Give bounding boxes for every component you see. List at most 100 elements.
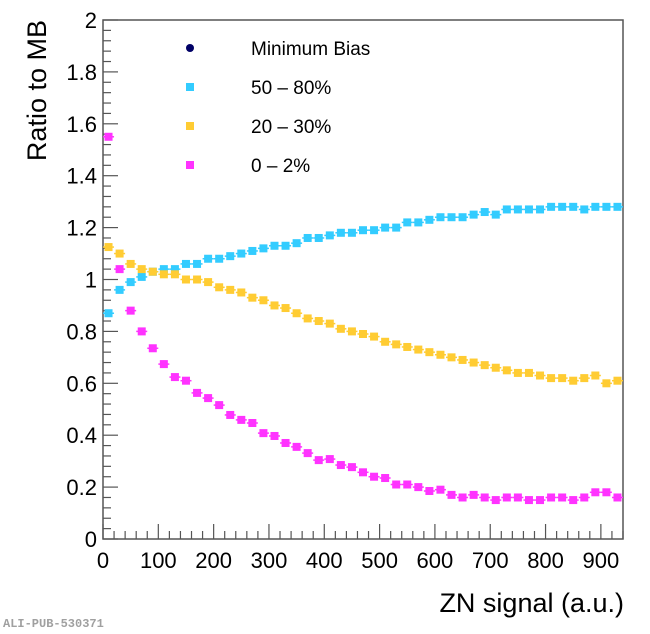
data-point — [148, 267, 157, 276]
data-point — [613, 493, 622, 502]
data-point — [414, 483, 423, 492]
data-point — [469, 490, 478, 499]
data-point — [491, 496, 500, 505]
legend-marker-circle — [186, 44, 194, 52]
data-point — [270, 431, 279, 440]
x-tick-label: 400 — [306, 548, 343, 573]
y-tick-label: 2 — [85, 8, 97, 33]
data-point — [392, 223, 401, 232]
data-point — [259, 429, 268, 438]
data-point — [115, 265, 124, 274]
x-tick-label: 0 — [97, 548, 109, 573]
x-tick-label: 300 — [251, 548, 288, 573]
data-point — [425, 215, 434, 224]
data-point — [392, 340, 401, 349]
data-point — [126, 306, 135, 315]
data-point — [170, 373, 179, 382]
data-point — [491, 363, 500, 372]
y-tick-label: 0.4 — [66, 423, 97, 448]
data-point — [613, 202, 622, 211]
data-point — [558, 202, 567, 211]
data-point — [259, 244, 268, 253]
data-point — [480, 208, 489, 217]
data-point — [580, 493, 589, 502]
data-point — [193, 388, 202, 397]
data-point — [569, 376, 578, 385]
x-tick-label: 800 — [527, 548, 564, 573]
data-points — [103, 132, 623, 505]
data-point — [181, 259, 190, 268]
data-point — [226, 410, 235, 419]
data-point — [381, 337, 390, 346]
data-point — [513, 205, 522, 214]
data-point — [104, 132, 113, 141]
data-point — [292, 239, 301, 248]
data-point — [126, 259, 135, 268]
data-point — [126, 278, 135, 287]
y-tick-label: 0.8 — [66, 319, 97, 344]
data-point — [314, 317, 323, 326]
data-point — [370, 332, 379, 341]
x-tick-label: 200 — [195, 548, 232, 573]
data-point — [325, 455, 334, 464]
legend-label: 20 – 30% — [251, 117, 331, 138]
data-point — [370, 472, 379, 481]
data-point — [359, 468, 367, 477]
y-tick-label: 0.2 — [66, 475, 97, 500]
x-tick-label: 900 — [583, 548, 620, 573]
data-point — [469, 210, 478, 219]
data-point — [613, 376, 622, 385]
data-point — [248, 246, 257, 255]
x-tick-label: 500 — [361, 548, 398, 573]
data-point — [513, 493, 522, 502]
data-point — [403, 480, 412, 489]
legend-marker-square — [186, 122, 194, 130]
data-point — [536, 371, 545, 380]
legend-marker-square — [186, 161, 194, 169]
data-point — [569, 496, 578, 505]
data-point — [536, 205, 545, 214]
data-point — [447, 213, 456, 222]
data-point — [204, 278, 213, 287]
data-point — [502, 493, 511, 502]
data-point — [137, 272, 146, 281]
data-point — [115, 285, 124, 294]
data-point — [436, 213, 445, 222]
data-point — [591, 371, 600, 380]
y-tick-label: 1.6 — [66, 112, 97, 137]
data-point — [347, 327, 356, 336]
data-point — [226, 285, 235, 294]
data-point — [181, 376, 190, 385]
data-point — [281, 438, 290, 447]
data-point — [170, 270, 179, 279]
data-point — [425, 486, 434, 495]
legend-label: 0 – 2% — [251, 156, 310, 177]
data-point — [392, 480, 401, 489]
legend-label: Minimum Bias — [251, 39, 370, 60]
data-point — [547, 374, 556, 383]
data-point — [137, 265, 146, 274]
x-axis-title: ZN signal (a.u.) — [439, 588, 624, 618]
data-point — [215, 401, 224, 410]
data-point — [270, 301, 279, 310]
legend-label: 50 – 80% — [251, 78, 331, 99]
data-point — [314, 233, 323, 242]
data-point — [480, 361, 489, 370]
data-point — [325, 319, 334, 328]
data-point — [447, 353, 456, 362]
data-point — [591, 488, 600, 497]
y-tick-label: 0.6 — [66, 371, 97, 396]
data-point — [204, 254, 213, 263]
data-point — [347, 228, 356, 237]
tick-labels: 0 0.2 0.4 0.6 0.8 1 1.2 1.4 1.6 1.8 2 0 100 200 300 400… — [66, 8, 619, 573]
publication-id: ALI-PUB-530371 — [3, 617, 104, 631]
data-point — [502, 366, 511, 375]
data-point — [336, 324, 345, 333]
y-tick-label: 1.2 — [66, 216, 97, 241]
data-point — [226, 252, 235, 261]
data-point — [325, 231, 334, 240]
data-point — [558, 374, 567, 383]
data-point — [403, 342, 412, 351]
data-point — [524, 496, 533, 505]
